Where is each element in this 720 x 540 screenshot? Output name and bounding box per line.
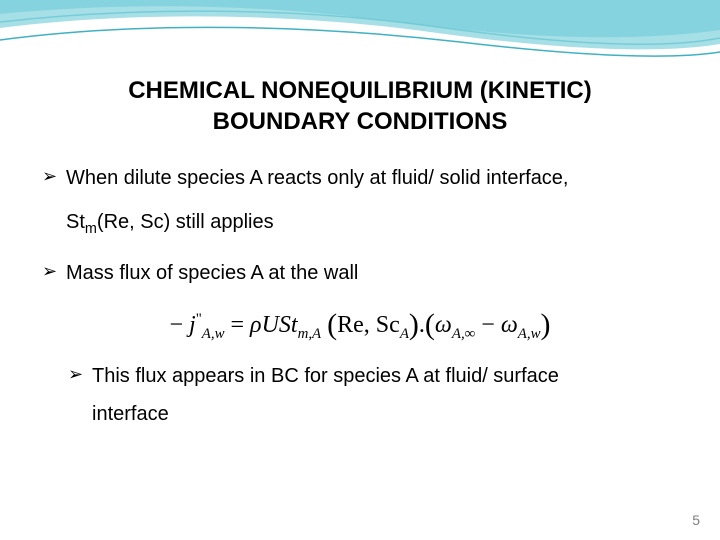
bullet-2: ➢ Mass flux of species A at the wall — [42, 254, 678, 292]
slide-title: CHEMICAL NONEQUILIBRIUM (KINETIC) BOUNDA… — [42, 76, 678, 137]
bullet-3: ➢ This flux appears in BC for species A … — [68, 357, 678, 395]
bullet-marker-icon: ➢ — [42, 159, 66, 197]
bullet-2-text: Mass flux of species A at the wall — [66, 254, 678, 292]
stm-pre: St — [66, 211, 85, 233]
eq-omega-1: ω — [435, 312, 452, 338]
bullet-1-continuation: Stm(Re, Sc) still applies — [66, 203, 678, 243]
eq-st-sub: m,A — [298, 326, 322, 342]
eq-rparen-1: ) — [409, 308, 419, 341]
eq-omega-2: ω — [501, 312, 518, 338]
bullet-1-text: When dilute species A reacts only at flu… — [66, 159, 678, 197]
title-line-2: BOUNDARY CONDITIONS — [213, 108, 508, 135]
bullet-3-continuation: interface — [92, 395, 678, 433]
title-line-1: CHEMICAL NONEQUILIBRIUM (KINETIC) — [128, 77, 592, 104]
eq-equals: = — [225, 312, 251, 338]
eq-minus: − — [169, 312, 183, 338]
eq-j: j — [189, 312, 196, 338]
stm-post: (Re, Sc) still applies — [97, 211, 274, 233]
eq-lparen-1: ( — [327, 308, 337, 341]
equation: − j"A,w = ρUStm,A (Re, ScA).(ωA,∞ − ωA,w… — [169, 308, 550, 343]
eq-resc: Re, Sc — [337, 312, 400, 338]
equation-block: − j"A,w = ρUStm,A (Re, ScA).(ωA,∞ − ωA,w… — [42, 308, 678, 343]
bullet-1: ➢ When dilute species A reacts only at f… — [42, 159, 678, 197]
eq-omega1-sub: A,∞ — [452, 326, 475, 342]
eq-rho: ρ — [250, 312, 262, 338]
slide-content: CHEMICAL NONEQUILIBRIUM (KINETIC) BOUNDA… — [0, 0, 720, 540]
page-number: 5 — [692, 512, 700, 528]
eq-lparen-2: ( — [425, 308, 435, 341]
eq-rparen-2: ) — [541, 308, 551, 341]
bullet-marker-icon: ➢ — [68, 357, 92, 395]
eq-j-sub: A,w — [202, 326, 225, 342]
bullet-3-text: This flux appears in BC for species A at… — [92, 357, 678, 395]
eq-sc-sub: A — [400, 326, 409, 342]
eq-j-sup: " — [196, 311, 202, 327]
eq-ust: USt — [262, 312, 298, 338]
eq-minus-2: − — [475, 312, 501, 338]
eq-omega2-sub: A,w — [518, 326, 541, 342]
bullet-marker-icon: ➢ — [42, 254, 66, 292]
stm-sub: m — [85, 221, 97, 237]
